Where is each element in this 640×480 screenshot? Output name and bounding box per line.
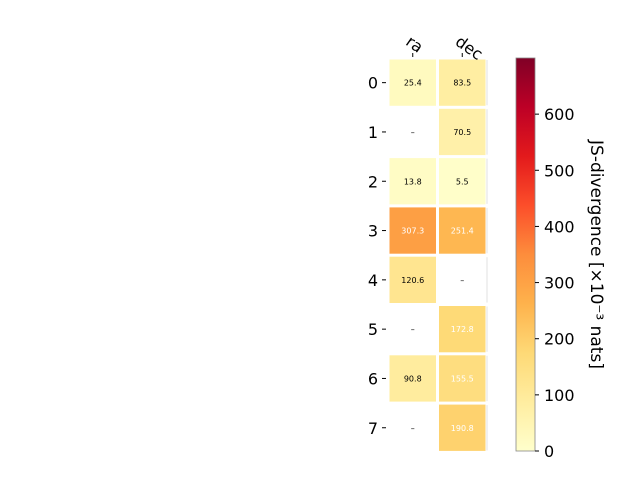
cell-dec-2	[439, 158, 486, 205]
cell-label-dec-6: 155.5	[451, 374, 474, 383]
cell-dec-5	[439, 306, 486, 353]
colorbar-gradient	[515, 57, 536, 452]
cell-ra-4	[389, 256, 436, 303]
heatmap-cells: 25.4 83.5 – 70.5 13.8 5.5 307.3 251.4 120.6 – – 172…	[389, 59, 488, 451]
column-tick-labels: ra dec	[402, 32, 486, 64]
cell-label-dec-5: 172.8	[451, 325, 474, 334]
cell-ra-6	[389, 355, 436, 402]
row-tick-label-0: 0	[368, 74, 378, 93]
colorbar-tick-label-100: 100	[544, 386, 575, 405]
cell-label-dec-1: 70.5	[453, 128, 471, 137]
cell-label-ra-0: 25.4	[404, 79, 422, 88]
cell-dec-1	[439, 108, 486, 156]
cell-label-ra-4: 120.6	[401, 276, 424, 285]
colorbar-tick-label-300: 300	[544, 274, 575, 293]
col-tick-label-dec: dec	[452, 32, 486, 64]
row-tick-label-3: 3	[368, 222, 378, 241]
cell-label-dec-4: –	[460, 276, 464, 285]
cell-label-ra-1: –	[411, 128, 415, 137]
colorbar: 0 100 200 300 400 500 600 JS-divergence [×10⁻³ …	[515, 57, 606, 461]
cell-label-ra-3: 307.3	[401, 227, 424, 236]
col-tick-label-ra: ra	[402, 32, 426, 57]
colorbar-tick-label-400: 400	[544, 217, 575, 236]
cell-ra-2	[389, 158, 436, 205]
colorbar-tick-label-200: 200	[544, 330, 575, 349]
cell-dec-7	[439, 404, 486, 451]
cell-label-ra-6: 90.8	[404, 374, 422, 383]
colorbar-tick-label-0: 0	[544, 442, 554, 461]
row-tick-labels: 0 1 2 3 4 5 6 7	[368, 74, 386, 438]
row-tick-label-2: 2	[368, 172, 378, 191]
cell-ra-0	[389, 59, 436, 106]
cell-dec-6	[439, 355, 486, 402]
row-tick-label-4: 4	[368, 271, 378, 290]
cell-dec-3	[439, 207, 486, 254]
cell-label-dec-7: 190.8	[451, 424, 474, 433]
row-tick-label-7: 7	[368, 419, 378, 438]
colorbar-tick-label-600: 600	[544, 105, 575, 124]
cell-ra-3	[389, 207, 436, 254]
colorbar-tick-label-500: 500	[544, 161, 575, 180]
cell-label-dec-2: 5.5	[456, 177, 469, 186]
cell-label-ra-5: –	[411, 325, 415, 334]
cell-label-dec-3: 251.4	[451, 227, 474, 236]
row-tick-label-1: 1	[368, 123, 378, 142]
cell-label-ra-7: –	[411, 424, 415, 433]
row-tick-label-6: 6	[368, 369, 378, 388]
colorbar-label: JS-divergence [×10⁻³ nats]	[586, 139, 606, 369]
cell-dec-0	[439, 59, 486, 106]
cell-label-ra-2: 13.8	[404, 177, 422, 186]
cell-label-dec-0: 83.5	[453, 79, 471, 88]
row-tick-label-5: 5	[368, 320, 378, 339]
